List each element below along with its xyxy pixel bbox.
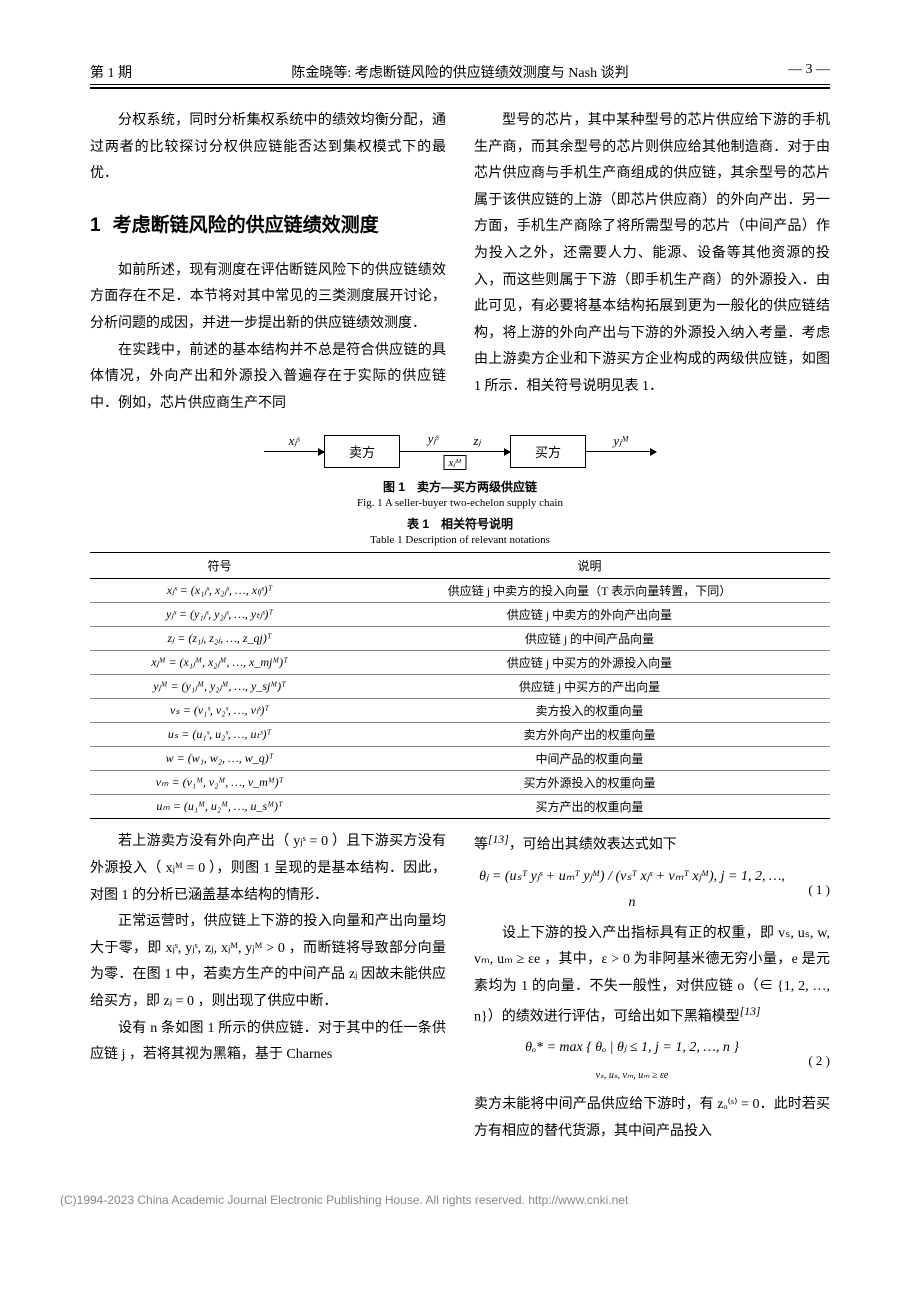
running-title: 陈金晓等: 考虑断链风险的供应链绩效测度与 Nash 谈判 xyxy=(170,62,750,82)
arrow-yM: yⱼᴹ xyxy=(586,451,656,452)
citation-13a: [13] xyxy=(488,833,509,846)
table-row: uₛ = (u₁ˢ, u₂ˢ, …, uₜˢ)ᵀ卖方外向产出的权重向量 xyxy=(90,723,830,747)
table-row: yⱼˢ = (y₁ⱼˢ, y₂ⱼˢ, …, yₜⱼˢ)ᵀ供应链 j 中卖方的外向… xyxy=(90,603,830,627)
section-number: 1 xyxy=(90,215,101,236)
fig1-caption-en: Fig. 1 A seller-buyer two-echelon supply… xyxy=(90,497,830,509)
node-seller: 卖方 xyxy=(324,435,400,468)
flow-diagram: xⱼˢ 卖方 yⱼˢ zⱼ xⱼᴹ 买方 yⱼᴹ xyxy=(90,435,830,468)
right-p2: 设上下游的投入产出指标具有正的权重，即 vₛ, uₛ, w, vₘ, uₘ ≥ … xyxy=(474,921,830,1031)
after-p2: 正常运营时，供应链上下游的投入向量和产出向量均大于零，即 xⱼˢ, yⱼˢ, z… xyxy=(90,909,446,1015)
col-left-top: 分权系统，同时分析集权系统中的绩效均衡分配，通过两者的比较探讨分权供应链能否达到… xyxy=(90,108,446,417)
header-rule-1 xyxy=(90,84,830,85)
after-p3: 设有 n 条如图 1 所示的供应链．对于其中的任一条供应链 j ，若将其视为黑箱… xyxy=(90,1016,446,1069)
eq2-body: θₒ* = max { θₒ | θⱼ ≤ 1, j = 1, 2, …, n … xyxy=(474,1031,790,1092)
equation-2: θₒ* = max { θₒ | θⱼ ≤ 1, j = 1, 2, …, n … xyxy=(474,1031,830,1092)
col-right-top: 型号的芯片，其中某种型号的芯片供应给下游的手机生产商，而其余型号的芯片则供应给其… xyxy=(474,108,830,417)
after-p1: 若上游卖方没有外向产出（ yⱼˢ = 0 ）且下游买方没有外源投入（ xⱼᴹ =… xyxy=(90,829,446,909)
fig1-caption-cn: 图 1 卖方—买方两级供应链 xyxy=(90,478,830,495)
table-1: 符号 说明 xⱼˢ = (x₁ⱼˢ, x₂ⱼˢ, …, xₗⱼˢ)ᵀ供应链 j … xyxy=(90,552,830,819)
running-header: 第 1 期 陈金晓等: 考虑断链风险的供应链绩效测度与 Nash 谈判 — 3 … xyxy=(90,60,830,84)
columns-top: 分权系统，同时分析集权系统中的绩效均衡分配，通过两者的比较探讨分权供应链能否达到… xyxy=(90,108,830,417)
page-number: — 3 — xyxy=(750,62,830,82)
figure-1: xⱼˢ 卖方 yⱼˢ zⱼ xⱼᴹ 买方 yⱼᴹ 图 1 卖方—买方两级供应链 … xyxy=(90,435,830,546)
right-p1: 等[13]，可给出其绩效表达式如下 xyxy=(474,829,830,859)
issue-number: 第 1 期 xyxy=(90,62,170,82)
eq1-body: θⱼ = (uₛᵀ yⱼˢ + uₘᵀ yⱼᴹ) / (vₛᵀ xⱼˢ + vₘ… xyxy=(474,860,790,921)
arrow-z: yⱼˢ zⱼ xⱼᴹ xyxy=(400,451,510,452)
table-1-body: xⱼˢ = (x₁ⱼˢ, x₂ⱼˢ, …, xₗⱼˢ)ᵀ供应链 j 中卖方的投入… xyxy=(90,579,830,819)
sec1-col2-p1: 型号的芯片，其中某种型号的芯片供应给下游的手机生产商，而其余型号的芯片则供应给其… xyxy=(474,108,830,401)
tab1-caption-en: Table 1 Description of relevant notation… xyxy=(90,534,830,546)
table-row: yⱼᴹ = (y₁ⱼᴹ, y₂ⱼᴹ, …, y_sjᴹ)ᵀ供应链 j 中买方的产… xyxy=(90,675,830,699)
label-xM: xⱼᴹ xyxy=(443,455,466,470)
th-desc: 说明 xyxy=(349,553,830,579)
section-1-heading: 1 考虑断链风险的供应链绩效测度 xyxy=(90,208,446,244)
equation-1: θⱼ = (uₛᵀ yⱼˢ + uₘᵀ yⱼᴹ) / (vₛᵀ xⱼˢ + vₘ… xyxy=(474,860,830,921)
table-row: vₛ = (v₁ˢ, v₂ˢ, …, vₗˢ)ᵀ卖方投入的权重向量 xyxy=(90,699,830,723)
cnki-footer: (C)1994-2023 China Academic Journal Elec… xyxy=(0,1185,920,1227)
right-p3: 卖方未能将中间产品供应给下游时，有 zₒ⁽ˢ⁾ = 0．此时若买方有相应的替代货… xyxy=(474,1092,830,1145)
table-row: uₘ = (u₁ᴹ, u₂ᴹ, …, u_sᴹ)ᵀ买方产出的权重向量 xyxy=(90,795,830,819)
col-right-bottom: 等[13]，可给出其绩效表达式如下 θⱼ = (uₛᵀ yⱼˢ + uₘᵀ yⱼ… xyxy=(474,829,830,1145)
col-left-bottom: 若上游卖方没有外向产出（ yⱼˢ = 0 ）且下游买方没有外源投入（ xⱼᴹ =… xyxy=(90,829,446,1145)
citation-13b: [13] xyxy=(740,1005,761,1018)
page: 第 1 期 陈金晓等: 考虑断链风险的供应链绩效测度与 Nash 谈判 — 3 … xyxy=(0,0,920,1185)
label-yS: yⱼˢ xyxy=(428,431,439,447)
table-row: vₘ = (v₁ᴹ, v₂ᴹ, …, v_mᴹ)ᵀ买方外源投入的权重向量 xyxy=(90,771,830,795)
eq2-constraint: vₛ, uₛ, vₘ, uₘ ≥ εe xyxy=(596,1070,669,1081)
th-symbol: 符号 xyxy=(90,553,349,579)
intro-continuation: 分权系统，同时分析集权系统中的绩效均衡分配，通过两者的比较探讨分权供应链能否达到… xyxy=(90,108,446,188)
label-yM: yⱼᴹ xyxy=(613,433,628,449)
columns-bottom: 若上游卖方没有外向产出（ yⱼˢ = 0 ）且下游买方没有外源投入（ xⱼᴹ =… xyxy=(90,829,830,1145)
arrow-xS: xⱼˢ xyxy=(264,451,324,452)
table-row: w = (w₁, w₂, …, w_q)ᵀ中间产品的权重向量 xyxy=(90,747,830,771)
label-xS: xⱼˢ xyxy=(289,433,300,449)
table-row: zⱼ = (z₁ⱼ, z₂ⱼ, …, z_qj)ᵀ供应链 j 的中间产品向量 xyxy=(90,627,830,651)
table-row: xⱼᴹ = (x₁ⱼᴹ, x₂ⱼᴹ, …, x_mjᴹ)ᵀ供应链 j 中买方的外… xyxy=(90,651,830,675)
eq2-num: ( 2 ) xyxy=(790,1049,830,1074)
arrow-mid-stack: yⱼˢ zⱼ xⱼᴹ xyxy=(400,451,510,452)
section-title: 考虑断链风险的供应链绩效测度 xyxy=(113,215,379,236)
eq1-num: ( 1 ) xyxy=(790,878,830,903)
main-content: 分权系统，同时分析集权系统中的绩效均衡分配，通过两者的比较探讨分权供应链能否达到… xyxy=(90,108,830,1145)
sec1-p1: 如前所述，现有测度在评估断链风险下的供应链绩效方面存在不足．本节将对其中常见的三… xyxy=(90,258,446,338)
node-buyer: 买方 xyxy=(510,435,586,468)
tab1-caption-cn: 表 1 相关符号说明 xyxy=(90,515,830,532)
label-z: zⱼ xyxy=(473,433,480,449)
header-rule-2 xyxy=(90,87,830,90)
table-row: xⱼˢ = (x₁ⱼˢ, x₂ⱼˢ, …, xₗⱼˢ)ᵀ供应链 j 中卖方的投入… xyxy=(90,579,830,603)
sec1-p2: 在实践中，前述的基本结构并不总是符合供应链的具体情况，外向产出和外源投入普遍存在… xyxy=(90,338,446,418)
